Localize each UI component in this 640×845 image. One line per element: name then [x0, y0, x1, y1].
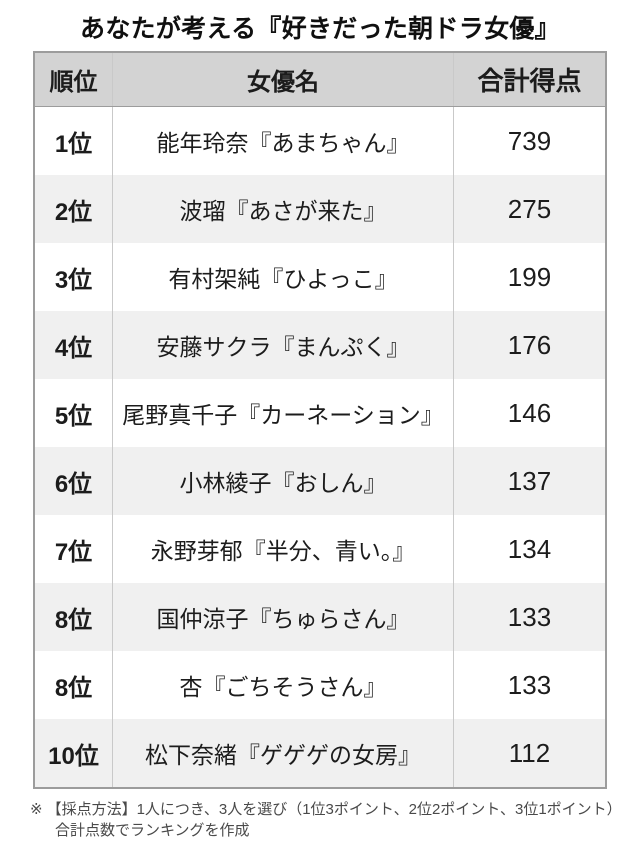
footnote-text: 【採点方法】1人につき、3人を選び（1位3ポイント、2位2ポイント、3位1ポイン…	[46, 801, 615, 839]
table-row: 6位 小林綾子『おしん』 137	[35, 447, 605, 515]
table-row: 5位 尾野真千子『カーネーション』 146	[35, 379, 605, 447]
table-row: 2位 波瑠『あさが来た』 275	[35, 175, 605, 243]
table-row: 7位 永野芽郁『半分、青い。』 134	[35, 515, 605, 583]
table-row: 3位 有村架純『ひよっこ』 199	[35, 243, 605, 311]
cell-rank: 4位	[54, 334, 93, 362]
cell-score: 133	[507, 601, 552, 632]
cell-score: 134	[507, 533, 552, 564]
cell-score: 176	[507, 329, 552, 360]
cell-name: 国仲涼子『ちゅらさん』	[112, 583, 454, 651]
cell-name: 小林綾子『おしん』	[112, 447, 454, 515]
cell-score: 112	[508, 737, 551, 768]
cell-rank: 6位	[54, 470, 93, 498]
cell-score: 275	[507, 193, 552, 224]
cell-rank: 8位	[54, 606, 93, 634]
table-row: 4位 安藤サクラ『まんぷく』 176	[35, 311, 605, 379]
cell-name: 安藤サクラ『まんぷく』	[112, 311, 454, 379]
cell-name: 能年玲奈『あまちゃん』	[112, 107, 454, 175]
cell-name: 杏『ごちそうさん』	[112, 651, 454, 719]
header-name: 女優名	[112, 53, 454, 106]
table-row: 1位 能年玲奈『あまちゃん』 739	[35, 107, 605, 175]
cell-score: 199	[507, 261, 552, 292]
table-body: 1位 能年玲奈『あまちゃん』 739 2位 波瑠『あさが来た』 275 3位 有村架純『ひよっ…	[35, 107, 605, 787]
cell-name: 永野芽郁『半分、青い。』	[112, 515, 454, 583]
cell-name: 有村架純『ひよっこ』	[112, 243, 454, 311]
table-row: 8位 国仲涼子『ちゅらさん』 133	[35, 583, 605, 651]
cell-score: 739	[507, 125, 552, 156]
cell-rank: 7位	[54, 538, 93, 566]
cell-rank: 8位	[54, 674, 93, 702]
cell-rank: 2位	[54, 198, 93, 226]
footnote: ※ 【採点方法】1人につき、3人を選び（1位3ポイント、2位2ポイント、3位1ポイ…	[30, 799, 618, 841]
cell-rank: 5位	[54, 402, 93, 430]
footnote-marker: ※	[30, 801, 43, 818]
table-header-row: 順位 女優名 合計得点	[35, 53, 605, 107]
cell-rank: 3位	[54, 266, 93, 294]
page-title: あなたが考える『好きだった朝ドラ女優』	[80, 15, 560, 43]
header-score: 合計得点	[477, 66, 582, 96]
cell-rank: 10位	[48, 742, 99, 770]
cell-score: 137	[507, 465, 552, 496]
ranking-table: 順位 女優名 合計得点 1位 能年玲奈『あまちゃん』 739 2位 波瑠『あさが来た』 2…	[33, 51, 607, 789]
table-row: 8位 杏『ごちそうさん』 133	[35, 651, 605, 719]
header-rank: 順位	[49, 69, 98, 96]
cell-name: 尾野真千子『カーネーション』	[112, 379, 454, 447]
table-row: 10位 松下奈緒『ゲゲゲの女房』 112	[35, 719, 605, 787]
cell-score: 146	[507, 397, 552, 428]
cell-name: 松下奈緒『ゲゲゲの女房』	[112, 719, 454, 787]
cell-rank: 1位	[54, 130, 93, 158]
cell-name: 波瑠『あさが来た』	[112, 175, 454, 243]
cell-score: 133	[507, 669, 552, 700]
